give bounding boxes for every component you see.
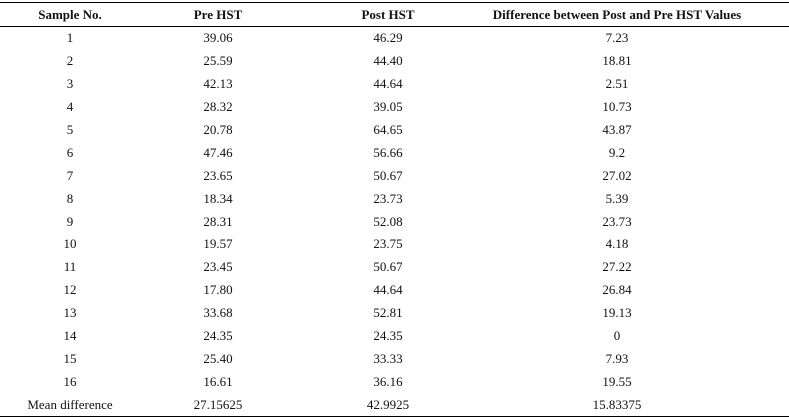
table-cell: 2.51: [605, 76, 629, 92]
table-cell: 36.16: [373, 373, 403, 389]
table-cell: 11: [63, 259, 77, 275]
table-cell: 10: [63, 236, 77, 252]
table-row: 5 20.78 64.65 43.87: [0, 119, 789, 142]
table-cell: 43.87: [602, 122, 632, 137]
table-cell: 15.83375: [480, 393, 789, 417]
table-cell: 5.39: [605, 190, 629, 206]
table-row: 4 28.32 39.05 10.73: [0, 96, 789, 119]
table-cell: 19.13: [602, 305, 632, 321]
table-cell: 16.61: [203, 373, 233, 389]
table-body: 1 39.06 46.29 7.23 2 25.59 44.40 18.81 3 42.13 44.…: [0, 27, 789, 417]
table-cell: 18.34: [203, 190, 233, 206]
table-cell: 19.55: [602, 373, 632, 389]
table-cell: 27.15625: [140, 393, 296, 417]
table-row: 10 19.57 23.75 4.18: [0, 233, 789, 256]
table-row: 7 23.65 50.67 27.02: [0, 164, 789, 187]
table-cell: 42.13: [203, 76, 233, 92]
table-cell: 16: [63, 373, 77, 389]
table-cell: 44.40: [373, 53, 403, 69]
table-row: 9 28.31 52.08 23.73: [0, 210, 789, 233]
table-cell: 0: [613, 328, 621, 344]
header-cell: Post HST: [296, 2, 480, 27]
table-cell: 2: [66, 53, 74, 69]
table-cell: 8: [66, 190, 74, 206]
table-row: 2 25.59 44.40 18.81: [0, 50, 789, 73]
table-cell: 14: [63, 328, 77, 344]
table-cell: 39.05: [373, 99, 403, 115]
table-cell: 50.67: [373, 167, 403, 183]
table-cell: 23.65: [203, 167, 233, 183]
table-cell: 52.81: [373, 305, 403, 321]
header-cell: Difference between Post and Pre HST Valu…: [480, 2, 789, 27]
header-cell: Pre HST: [140, 2, 296, 27]
table-cell: 23.75: [373, 236, 403, 252]
table-cell: Mean difference: [0, 393, 140, 417]
table-cell: 24.35: [373, 328, 403, 344]
table-cell: 10.73: [602, 99, 632, 115]
table-cell: 17.80: [203, 282, 233, 298]
table-cell: 27.22: [602, 259, 632, 275]
table-cell: 39.06: [203, 30, 233, 46]
table-cell: 33.68: [203, 305, 233, 321]
table-row: 3 42.13 44.64 2.51: [0, 73, 789, 96]
table-cell: 6: [66, 144, 74, 160]
table-row: 12 17.80 44.64 26.84: [0, 279, 789, 302]
table-cell: 19.57: [203, 236, 233, 252]
table-cell: 33.33: [373, 350, 403, 366]
table-row: 14 24.35 24.35 0: [0, 325, 789, 348]
table-row: 6 47.46 56.66 9.2: [0, 141, 789, 164]
table-header: Sample No. Pre HST Post HST Difference betw…: [0, 2, 789, 27]
table-cell: 24.35: [203, 328, 233, 344]
table-cell: 7.23: [605, 30, 629, 46]
table-cell: 46.29: [373, 30, 403, 46]
table-row: 13 33.68 52.81 19.13: [0, 302, 789, 325]
table-cell: 1: [66, 30, 74, 46]
table-cell: 4: [66, 99, 74, 115]
table-cell: 27.02: [602, 167, 632, 183]
table-cell: 25.40: [203, 350, 233, 366]
header-row: Sample No. Pre HST Post HST Difference betw…: [0, 2, 789, 27]
table-row: 1 39.06 46.29 7.23: [0, 27, 789, 50]
table-cell: 3: [66, 76, 74, 92]
table-cell: 23.73: [602, 213, 632, 229]
table-cell: 9: [66, 213, 74, 229]
table-cell: 12: [63, 282, 77, 298]
table-cell: 44.64: [373, 282, 403, 298]
table-cell: 5: [66, 122, 74, 137]
table-cell: 42.9925: [296, 393, 480, 417]
table-cell: 4.18: [605, 236, 629, 252]
table-cell: 7.93: [605, 350, 629, 366]
table-cell: 15: [63, 350, 77, 366]
table-cell: 20.78: [203, 122, 233, 137]
table-cell: 28.32: [203, 99, 233, 115]
table-cell: 18.81: [602, 53, 632, 69]
table-cell: 47.46: [203, 144, 233, 160]
table-cell: 50.67: [373, 259, 403, 275]
table-row: 8 18.34 23.73 5.39: [0, 187, 789, 210]
table-cell: 64.65: [373, 122, 403, 137]
table-row: 15 25.40 33.33 7.93: [0, 347, 789, 370]
table-cell: 7: [66, 167, 74, 183]
header-cell: Sample No.: [0, 2, 140, 27]
table-cell: 13: [63, 305, 77, 321]
table-cell: 28.31: [203, 213, 233, 229]
table-cell: 23.73: [373, 190, 403, 206]
table-row: Mean difference 27.15625 42.9925 15.83375: [0, 393, 789, 417]
table-cell: 56.66: [373, 144, 403, 160]
table-cell: 44.64: [373, 76, 403, 92]
table-cell: 52.08: [373, 213, 403, 229]
table-cell: 26.84: [602, 282, 632, 298]
table-row: 16 16.61 36.16 19.55: [0, 370, 789, 393]
table-row: 11 23.45 50.67 27.22: [0, 256, 789, 279]
table-cell: 25.59: [203, 53, 233, 69]
table-cell: 9.2: [608, 144, 626, 160]
table-cell: 23.45: [203, 259, 233, 275]
